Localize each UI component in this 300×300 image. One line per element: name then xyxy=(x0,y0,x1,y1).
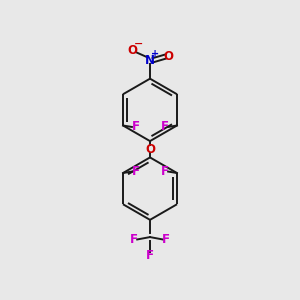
Text: F: F xyxy=(130,233,138,246)
Text: N: N xyxy=(145,54,155,67)
Text: F: F xyxy=(131,121,140,134)
Text: −: − xyxy=(134,39,143,49)
Text: F: F xyxy=(160,165,169,178)
Text: F: F xyxy=(146,249,154,262)
Text: +: + xyxy=(151,49,159,59)
Text: F: F xyxy=(160,121,169,134)
Text: O: O xyxy=(164,50,173,63)
Text: O: O xyxy=(128,44,138,57)
Text: F: F xyxy=(131,165,140,178)
Text: F: F xyxy=(162,233,170,246)
Text: O: O xyxy=(145,143,155,156)
